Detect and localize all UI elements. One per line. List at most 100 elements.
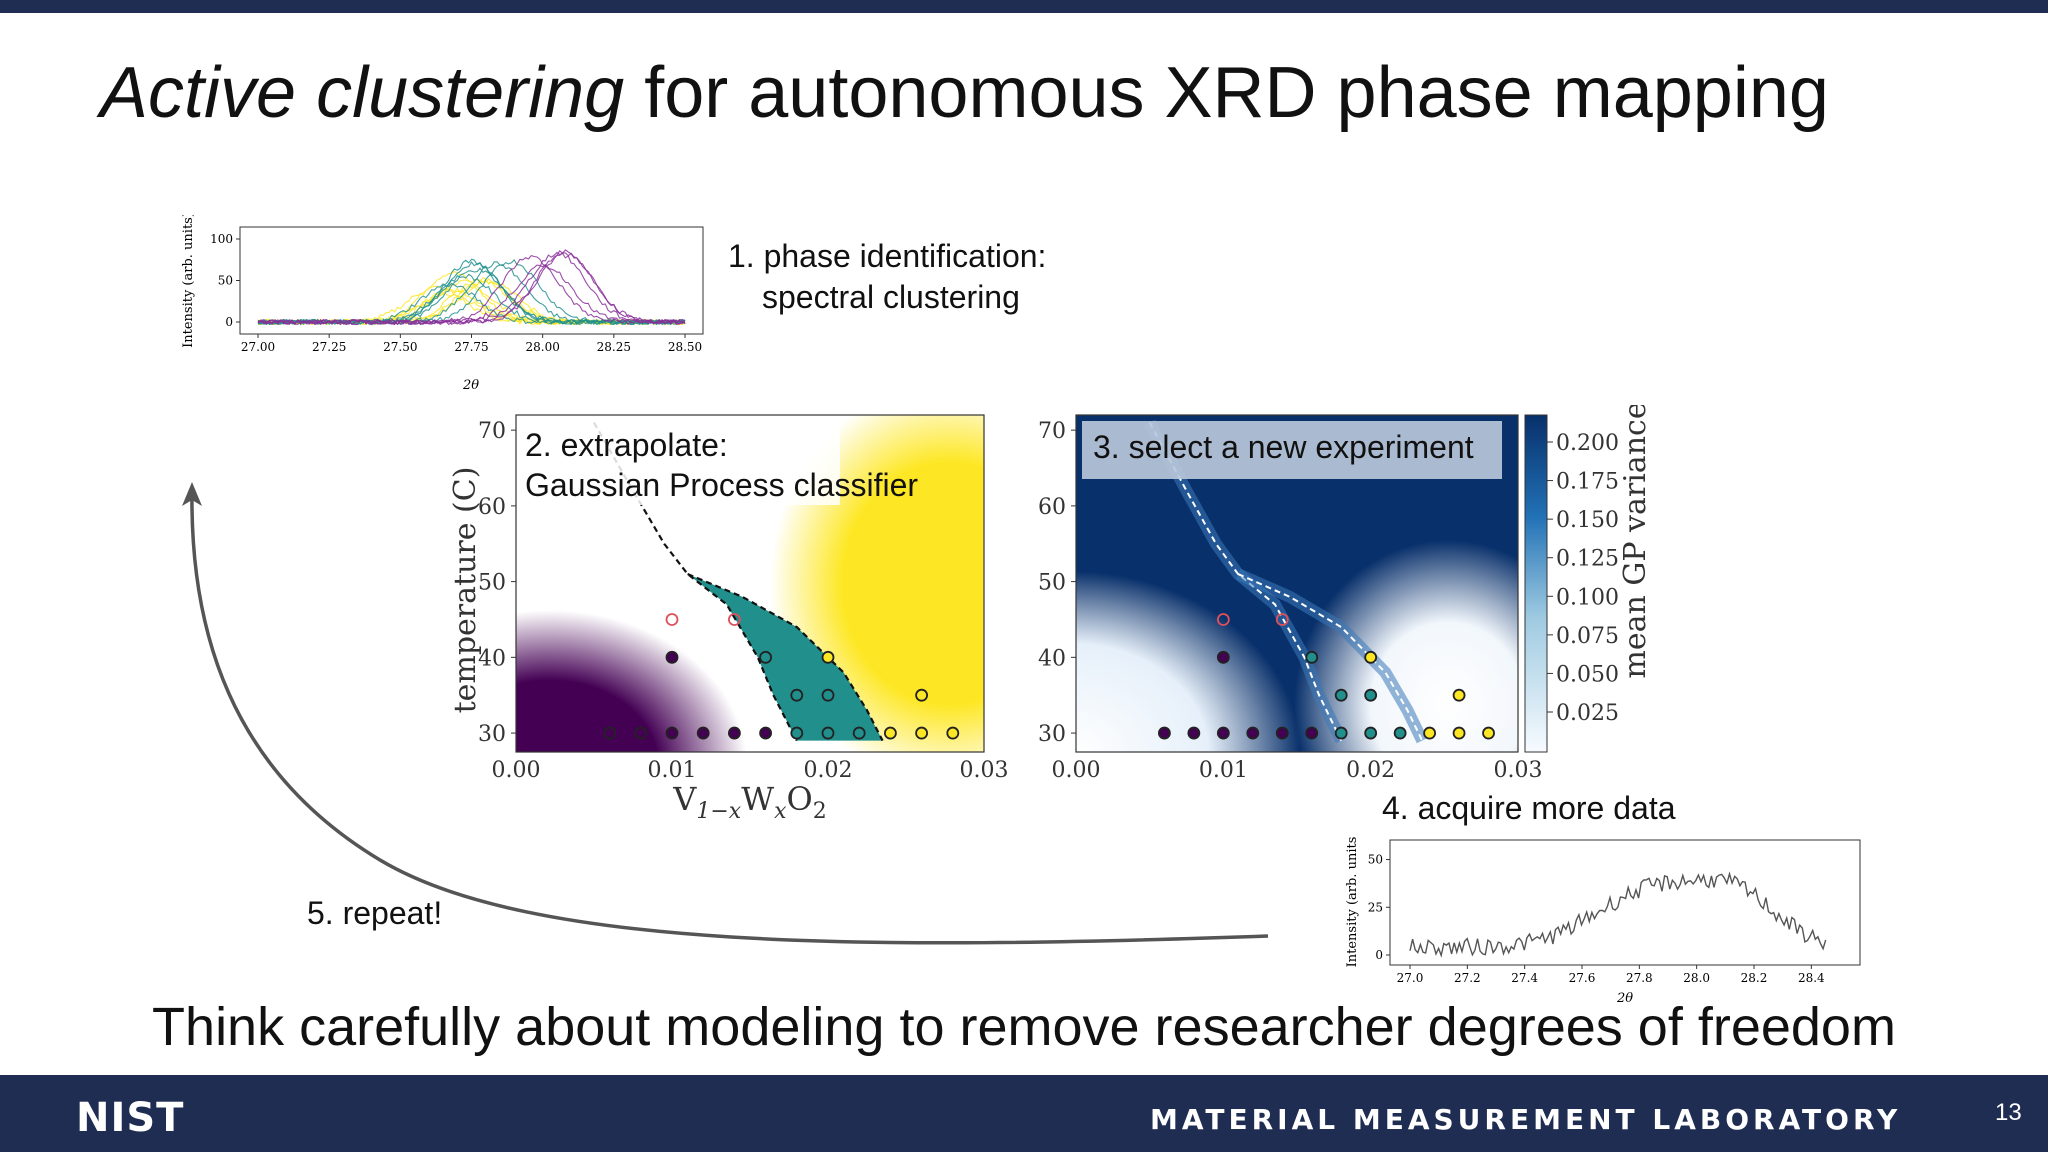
tagline: Think carefully about modeling to remove… [152,997,1896,1057]
candidate-point [1216,613,1230,626]
colorbar-label: mean GP variance [1618,405,1653,679]
chart4-xtick: 28.0 [1683,971,1710,985]
step1-label: 1. phase identification: [728,238,1047,274]
sample-point [883,726,897,740]
sample-point [1393,726,1407,740]
sample-point [1452,688,1466,702]
sample-point [665,650,679,664]
sample-point [1187,726,1201,740]
sample-point [790,726,804,740]
chart1-xtick: 28.00 [525,340,559,354]
chart3-ytick: 50 [1038,571,1066,596]
sample-point [821,688,835,702]
sample-point [1452,726,1466,740]
chart4-xtick: 27.8 [1626,971,1653,985]
chart1-xtick: 27.00 [241,340,275,354]
gp-classifier-chart: 0.00 0.01 0.02 0.03 30 40 50 60 70 temperature (… [448,414,1008,824]
candidate-point [1275,613,1289,626]
chart3-xtick: 0.01 [1199,758,1248,783]
chart2-ytick: 50 [478,571,506,596]
gp-variance-chart: 0.00 0.01 0.02 0.03 30 40 50 60 70 0.025 0.050 0.0… [1038,405,1653,783]
chart4-xlabel: 2θ [1616,991,1633,1006]
chart3-xtick: 0.00 [1052,758,1101,783]
chart4-xtick: 27.2 [1454,971,1481,985]
sample-point [1246,726,1260,740]
sample-point [696,726,710,740]
spectrum-series-line [257,263,686,326]
title-rest: for autonomous XRD phase mapping [624,53,1829,133]
chart3-ytick: 60 [1038,495,1066,520]
spectrum-series-line [257,251,686,326]
nist-logo: NIST [76,1095,185,1141]
sample-point [1423,726,1437,740]
sample-point [790,688,804,702]
chart2-ytick: 40 [478,646,506,671]
sample-point [759,650,773,664]
chart4-xtick: 28.4 [1798,971,1825,985]
chart2-ytick: 70 [478,419,506,444]
chart1-ytick: 100 [210,232,233,246]
spectrum-line [1409,871,1827,958]
chart4-ytick: 50 [1368,853,1383,867]
sample-point [1275,726,1289,740]
chart4-xtick: 27.4 [1511,971,1538,985]
chart1-xtick: 27.50 [383,340,417,354]
page-number: 13 [1995,1099,2022,1126]
step3-label: 3. select a new experiment [1093,429,1474,465]
chart4-ylabel: Intensity (arb. units [1345,837,1360,968]
chart1-ytick: 50 [218,274,233,288]
chart3-ytick: 30 [1038,722,1066,747]
sample-point [1157,726,1171,740]
chart3-ytick: 70 [1038,419,1066,444]
colorbar-tick: 0.100 [1556,585,1619,610]
chart1-xtick: 28.25 [597,340,631,354]
sample-point [603,726,617,740]
colorbar-tick: 0.075 [1556,624,1619,649]
phase-boundary [687,573,884,742]
sample-point [1216,650,1230,664]
sample-point [665,726,679,740]
chart1-ylabel: Intensity (arb. units) [181,215,196,348]
chart4-frame [1389,839,1861,966]
sample-point [821,650,835,664]
chart2-xtick: 0.01 [648,758,697,783]
sample-point [821,726,835,740]
lab-name: MATERIAL MEASUREMENT LABORATORY [1150,1103,1902,1136]
sample-point [1364,726,1378,740]
chart3-ytick: 40 [1038,646,1066,671]
sample-point [1305,650,1319,664]
phase-boundary [593,422,798,742]
sample-point [1482,726,1495,740]
chart2-frame [515,414,985,753]
chart4-ytick: 0 [1375,948,1383,962]
chart1-xtick: 27.75 [454,340,488,354]
sample-point [946,726,960,740]
footer-bar: NIST MATERIAL MEASUREMENT LABORATORY 13 [0,1075,2048,1152]
sample-point [1364,688,1378,702]
step2-sublabel: Gaussian Process classifier [525,467,919,503]
chart4-xtick: 27.0 [1397,971,1424,985]
step2-label: 2. extrapolate: [525,427,728,463]
step5-label: 5. repeat! [307,895,443,931]
chart4-xtick: 27.6 [1569,971,1596,985]
sample-point [1305,726,1319,740]
sample-point [727,726,741,740]
sample-point [1334,726,1348,740]
sample-point [1334,688,1348,702]
colorbar-tick: 0.050 [1556,662,1619,687]
chart4-xtick: 28.2 [1741,971,1768,985]
sample-point [915,688,929,702]
chart1-xtick: 28.50 [668,340,702,354]
colorbar-tick: 0.175 [1556,470,1619,495]
xrd-spectra-chart: 27.00 27.25 27.50 27.75 28.00 28.25 28.50 0 50 10… [181,215,704,393]
spectrum-series-line [257,273,686,326]
chart2-xtick: 0.02 [804,758,853,783]
sample-point [759,726,773,740]
top-accent-bar [0,0,2048,13]
colorbar-tick: 0.150 [1556,508,1619,533]
colorbar-tick: 0.025 [1556,701,1619,726]
sample-point [634,726,648,740]
spectrum-series-line [257,267,685,326]
sample-point [915,726,929,740]
sample-point [1216,726,1230,740]
